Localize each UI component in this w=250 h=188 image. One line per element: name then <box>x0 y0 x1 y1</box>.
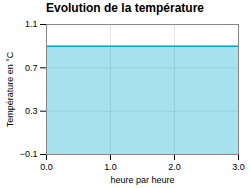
svg-text:1.1: 1.1 <box>25 19 38 29</box>
html-text:Evolution de la température: Evolution de la température <box>46 1 204 15</box>
svg-text:−0.1: −0.1 <box>20 149 38 159</box>
svg-text:Température en °C: Température en °C <box>5 51 15 127</box>
svg-text:heure par heure: heure par heure <box>110 175 174 185</box>
svg-text:0.3: 0.3 <box>25 106 38 116</box>
svg-text:3.0: 3.0 <box>232 162 245 172</box>
svg-text:0.0: 0.0 <box>40 162 53 172</box>
svg-text:0.7: 0.7 <box>25 63 38 73</box>
svg-text:1.0: 1.0 <box>104 162 117 172</box>
svg-text:2.0: 2.0 <box>168 162 181 172</box>
